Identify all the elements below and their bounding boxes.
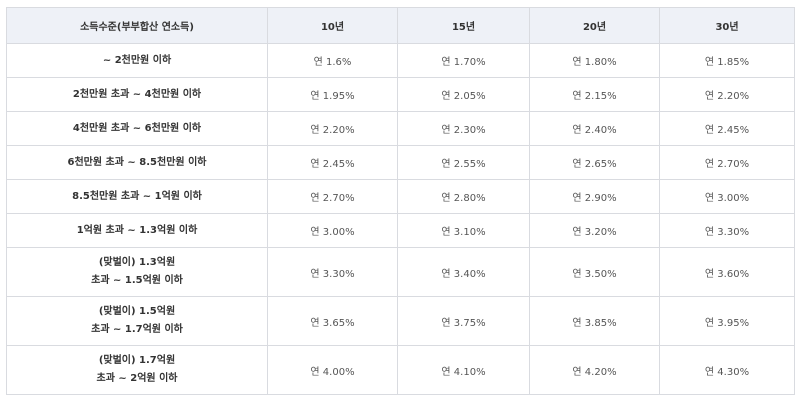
income-bracket-label: 2천만원 초과 ~ 4천만원 이하: [72, 88, 202, 100]
rate-cell-10y: 연 2.45%: [267, 145, 398, 180]
rate-cell-10y: 연 1.95%: [267, 77, 398, 112]
income-bracket-label-line2: 초과 ~ 1.5억원 이하: [91, 275, 183, 286]
rate-cell-15y: 연 2.80%: [397, 179, 530, 214]
rate-cell-15y: 연 3.75%: [397, 296, 530, 346]
rate-cell-20y: 연 3.50%: [529, 247, 660, 297]
rate-cell-10y: 연 3.30%: [267, 247, 398, 297]
income-bracket-label-line1: (맞벌이) 1.7억원: [98, 355, 176, 366]
rate-cell-10y: 연 3.00%: [267, 213, 398, 248]
header-20-years: 20년: [529, 7, 660, 44]
income-bracket-cell: 4천만원 초과 ~ 6천만원 이하: [6, 111, 268, 146]
rate-cell-30y: 연 2.20%: [659, 77, 795, 112]
income-bracket-label-line1: (맞벌이) 1.5억원: [98, 306, 176, 317]
income-bracket-cell: (맞벌이) 1.7억원 초과 ~ 2억원 이하: [6, 345, 268, 395]
rate-cell-30y: 연 2.45%: [659, 111, 795, 146]
rate-cell-20y: 연 2.65%: [529, 145, 660, 180]
income-bracket-label: 8.5천만원 초과 ~ 1억원 이하: [72, 190, 202, 202]
rate-cell-10y: 연 2.20%: [267, 111, 398, 146]
table-row: 6천만원 초과 ~ 8.5천만원 이하 연 2.45% 연 2.55% 연 2.…: [6, 145, 795, 180]
rate-cell-20y: 연 2.15%: [529, 77, 660, 112]
rate-cell-15y: 연 2.55%: [397, 145, 530, 180]
income-bracket-label-line2: 초과 ~ 2억원 이하: [96, 373, 178, 384]
rate-cell-15y: 연 2.30%: [397, 111, 530, 146]
income-bracket-label: ~ 2천만원 이하: [102, 54, 172, 66]
income-bracket-label: 1억원 초과 ~ 1.3억원 이하: [76, 224, 198, 236]
income-bracket-label: 4천만원 초과 ~ 6천만원 이하: [72, 122, 202, 134]
interest-rate-table: 소득수준(부부합산 연소득) 10년 15년 20년 30년 ~ 2천만원 이하…: [6, 7, 795, 395]
table-row: (맞벌이) 1.7억원 초과 ~ 2억원 이하 연 4.00% 연 4.10% …: [6, 345, 795, 395]
rate-cell-30y: 연 3.95%: [659, 296, 795, 346]
header-income-level: 소득수준(부부합산 연소득): [6, 7, 268, 44]
rate-cell-10y: 연 4.00%: [267, 345, 398, 395]
header-15-years: 15년: [397, 7, 530, 44]
table-row: 2천만원 초과 ~ 4천만원 이하 연 1.95% 연 2.05% 연 2.15…: [6, 77, 795, 112]
table-row: 1억원 초과 ~ 1.3억원 이하 연 3.00% 연 3.10% 연 3.20…: [6, 213, 795, 248]
rate-cell-15y: 연 1.70%: [397, 43, 530, 78]
rate-cell-15y: 연 2.05%: [397, 77, 530, 112]
income-bracket-cell: 2천만원 초과 ~ 4천만원 이하: [6, 77, 268, 112]
rate-cell-30y: 연 3.60%: [659, 247, 795, 297]
table-row: 4천만원 초과 ~ 6천만원 이하 연 2.20% 연 2.30% 연 2.40…: [6, 111, 795, 146]
table-row: (맞벌이) 1.5억원 초과 ~ 1.7억원 이하 연 3.65% 연 3.75…: [6, 296, 795, 346]
income-bracket-cell: 1억원 초과 ~ 1.3억원 이하: [6, 213, 268, 248]
rate-cell-15y: 연 3.10%: [397, 213, 530, 248]
header-30-years: 30년: [659, 7, 795, 44]
rate-cell-30y: 연 1.85%: [659, 43, 795, 78]
rate-cell-20y: 연 3.20%: [529, 213, 660, 248]
income-bracket-cell: 8.5천만원 초과 ~ 1억원 이하: [6, 179, 268, 214]
income-bracket-label-line2: 초과 ~ 1.7억원 이하: [91, 324, 183, 335]
rate-cell-20y: 연 2.90%: [529, 179, 660, 214]
rate-cell-30y: 연 4.30%: [659, 345, 795, 395]
rate-cell-20y: 연 2.40%: [529, 111, 660, 146]
income-bracket-cell: ~ 2천만원 이하: [6, 43, 268, 78]
rate-cell-15y: 연 3.40%: [397, 247, 530, 297]
header-row: 소득수준(부부합산 연소득) 10년 15년 20년 30년: [6, 7, 795, 44]
rate-cell-30y: 연 3.00%: [659, 179, 795, 214]
rate-cell-30y: 연 2.70%: [659, 145, 795, 180]
rate-cell-10y: 연 3.65%: [267, 296, 398, 346]
table-body: ~ 2천만원 이하 연 1.6% 연 1.70% 연 1.80% 연 1.85%…: [6, 43, 795, 395]
rate-cell-10y: 연 2.70%: [267, 179, 398, 214]
rate-cell-10y: 연 1.6%: [267, 43, 398, 78]
rate-cell-20y: 연 4.20%: [529, 345, 660, 395]
table-row: 8.5천만원 초과 ~ 1억원 이하 연 2.70% 연 2.80% 연 2.9…: [6, 179, 795, 214]
income-bracket-cell: (맞벌이) 1.5억원 초과 ~ 1.7억원 이하: [6, 296, 268, 346]
rate-table-container: 소득수준(부부합산 연소득) 10년 15년 20년 30년 ~ 2천만원 이하…: [6, 7, 795, 395]
table-header: 소득수준(부부합산 연소득) 10년 15년 20년 30년: [6, 7, 795, 44]
rate-cell-20y: 연 3.85%: [529, 296, 660, 346]
rate-cell-30y: 연 3.30%: [659, 213, 795, 248]
table-row: (맞벌이) 1.3억원 초과 ~ 1.5억원 이하 연 3.30% 연 3.40…: [6, 247, 795, 297]
income-bracket-cell: (맞벌이) 1.3억원 초과 ~ 1.5억원 이하: [6, 247, 268, 297]
table-row: ~ 2천만원 이하 연 1.6% 연 1.70% 연 1.80% 연 1.85%: [6, 43, 795, 78]
income-bracket-label-line1: (맞벌이) 1.3억원: [98, 257, 176, 268]
income-bracket-label: 6천만원 초과 ~ 8.5천만원 이하: [67, 156, 207, 168]
rate-cell-15y: 연 4.10%: [397, 345, 530, 395]
income-bracket-cell: 6천만원 초과 ~ 8.5천만원 이하: [6, 145, 268, 180]
header-10-years: 10년: [267, 7, 398, 44]
rate-cell-20y: 연 1.80%: [529, 43, 660, 78]
